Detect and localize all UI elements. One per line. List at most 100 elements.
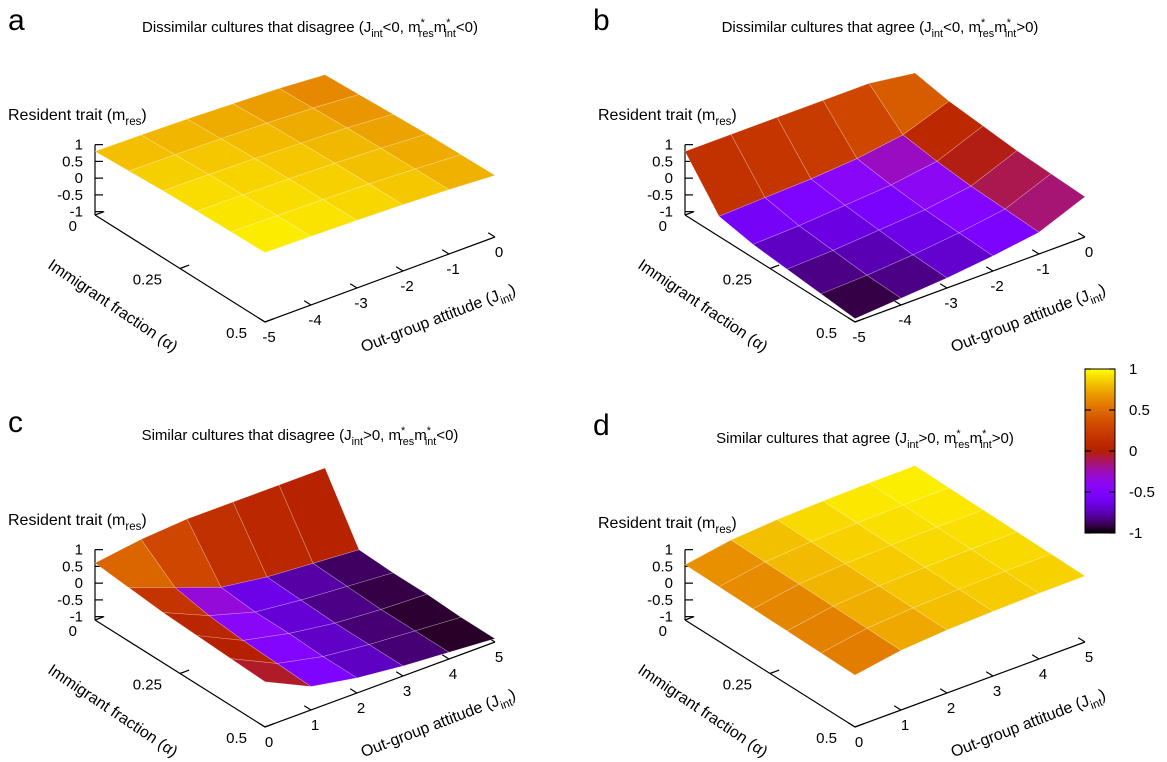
text-part: res [715, 116, 731, 128]
text-part: int [444, 28, 455, 40]
text-part: res [419, 28, 435, 40]
y-tick-label: 3 [403, 683, 411, 700]
colorbar-tick-label: -0.5 [1129, 484, 1155, 501]
z-tick-label: 0 [665, 575, 673, 592]
y-axis-label: Out-group attitude (Jint) [949, 686, 1110, 762]
z-tick-label: 0.5 [652, 558, 673, 575]
colorbar-tick-label: 1 [1129, 361, 1137, 378]
z-tick-label: 0.5 [652, 153, 673, 170]
y-tick-label: -5 [262, 329, 275, 346]
text-part: int [980, 439, 991, 451]
y-tick-label: -5 [852, 329, 865, 346]
y-tick [257, 317, 266, 323]
text-part: Out-group attitude (J [359, 693, 502, 761]
z-tick-label: 0 [75, 575, 83, 592]
z-tick-label: 1 [665, 137, 673, 154]
text-part: res [955, 439, 971, 451]
text-part: Resident trait (m [598, 107, 715, 124]
y-tick-label: -2 [400, 278, 413, 295]
x-tick [264, 723, 275, 728]
z-tick-label: -0.5 [57, 187, 83, 204]
surface-patch [820, 627, 902, 676]
text-part: res [125, 521, 141, 533]
z-tick-label: -0.5 [647, 592, 673, 609]
x-tick [179, 264, 190, 270]
text-part: Resident trait (m [8, 512, 125, 529]
colorbar-tick-label: -1 [1129, 525, 1142, 542]
x-tick [264, 318, 275, 323]
x-tick-label: 0 [659, 623, 667, 640]
text-part: int [371, 28, 382, 40]
x-tick-label: 0.25 [133, 272, 162, 289]
text-part: res [125, 116, 141, 128]
y-tick-label: 0 [1085, 244, 1093, 261]
y-tick [441, 249, 450, 255]
text-part: ) [731, 107, 736, 124]
y-tick-label: 0 [855, 734, 863, 751]
y-tick-label: 3 [993, 683, 1001, 700]
y-tick [1077, 637, 1086, 643]
text-part: ) [141, 512, 146, 529]
surface-patch [820, 274, 902, 319]
z-tick-label: -1 [660, 204, 673, 221]
surface-patch [912, 232, 994, 279]
text-part: Out-group attitude (J [949, 288, 1092, 356]
y-tick-label: 5 [1085, 649, 1093, 666]
text-part: Out-group attitude (J [359, 288, 502, 356]
surface-patch [958, 208, 1040, 257]
y-tick-label: -1 [1036, 261, 1049, 278]
y-tick [985, 266, 994, 272]
y-tick-label: 1 [311, 717, 319, 734]
text-part: Resident trait (m [8, 107, 125, 124]
y-tick [303, 705, 312, 711]
x-tick-label: 0 [69, 623, 77, 640]
z-tick-label: 1 [665, 542, 673, 559]
x-tick [94, 211, 105, 216]
y-tick [939, 283, 948, 289]
y-tick [395, 671, 404, 677]
text-part: <0, m [943, 19, 981, 36]
panel-letter: c [8, 406, 23, 439]
text-part: Out-group attitude (J [949, 693, 1092, 761]
text-part: * [446, 17, 451, 29]
y-tick [349, 688, 358, 694]
text-part: ) [507, 281, 518, 299]
y-tick [847, 317, 856, 323]
y-tick-label: 5 [495, 649, 503, 666]
y-tick-label: 4 [449, 666, 457, 683]
z-tick-label: 0.5 [62, 558, 83, 575]
z-tick-label: -1 [70, 609, 83, 626]
x-tick-label: 0 [69, 218, 77, 235]
text-part: m [994, 19, 1007, 36]
y-tick [1031, 654, 1040, 660]
surface-patch [866, 607, 948, 651]
y-tick-label: -3 [354, 295, 367, 312]
z-tick-label: 0.5 [62, 153, 83, 170]
text-part: int [352, 436, 363, 448]
y-tick-label: 0 [265, 734, 273, 751]
text-part: Similar cultures that agree (J [716, 430, 907, 447]
y-tick [893, 300, 902, 306]
y-tick [349, 283, 358, 289]
text-part: res [399, 436, 415, 448]
panel-letter: d [593, 409, 610, 442]
text-part: * [982, 428, 987, 440]
y-tick-label: 2 [947, 700, 955, 717]
y-tick [893, 705, 902, 711]
surface-patch [866, 254, 948, 299]
panel-title: Similar cultures that agree (Jint>0, m* r… [716, 428, 1014, 451]
y-tick-label: 4 [1039, 666, 1047, 683]
text-part: ) [731, 515, 736, 532]
text-part: res [979, 28, 995, 40]
z-axis-label: Resident trait (mres) [598, 515, 737, 536]
text-part: * [956, 428, 961, 440]
panel-title: Dissimilar cultures that agree (Jint<0, … [722, 17, 1039, 40]
y-tick [487, 232, 496, 238]
y-tick [395, 266, 404, 272]
y-axis-label: Out-group attitude (Jint) [359, 686, 520, 762]
y-tick [303, 300, 312, 306]
text-part: >0) [1016, 19, 1038, 36]
y-axis-label: Out-group attitude (Jint) [949, 281, 1110, 359]
text-part: int [907, 439, 918, 451]
